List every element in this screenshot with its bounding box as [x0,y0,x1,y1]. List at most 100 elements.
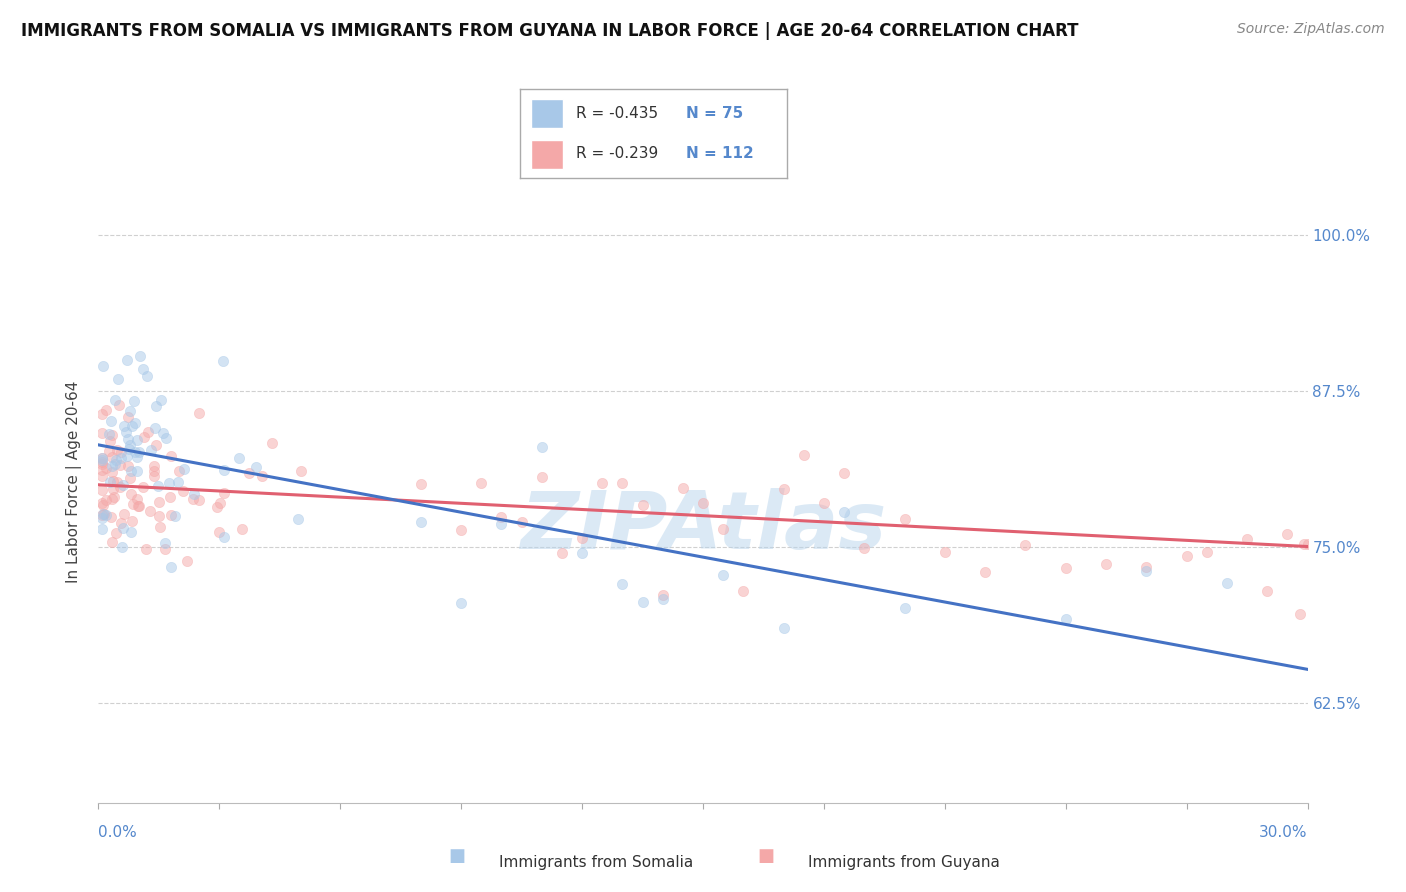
Text: Source: ZipAtlas.com: Source: ZipAtlas.com [1237,22,1385,37]
Point [893,601,915,615]
Point [111,521,134,535]
Point [450,523,472,537]
Point [91,522,114,536]
Point [124,444,146,458]
Point [135,541,157,556]
Point [934,545,956,559]
Point [121,496,143,510]
Point [1054,612,1077,626]
Point [132,429,155,443]
Point [153,541,176,556]
Point [651,592,673,607]
Point [152,426,174,441]
Point [409,476,432,491]
Point [612,577,634,591]
Point [115,450,138,464]
Point [127,500,149,514]
Point [173,462,195,476]
Point [97,427,120,442]
Point [120,487,142,501]
Point [1288,607,1310,622]
Point [214,486,236,500]
Point [122,393,145,408]
Point [262,436,284,450]
Point [96,402,118,417]
Point [1256,584,1278,599]
Point [149,392,172,407]
Point [100,414,122,428]
Point [115,352,138,367]
Point [893,512,915,526]
Point [110,458,132,473]
Point [238,467,260,481]
Text: Immigrants from Somalia: Immigrants from Somalia [499,855,693,870]
Text: N = 75: N = 75 [686,106,744,121]
Point [176,554,198,568]
Point [1216,576,1239,591]
Point [1054,561,1077,575]
Point [128,445,150,459]
Text: ■: ■ [758,847,775,865]
Point [250,469,273,483]
Point [93,507,115,521]
Point [1135,564,1157,578]
Point [105,475,128,489]
Point [112,508,135,522]
Point [208,524,231,539]
Point [118,438,141,452]
Point [124,416,146,430]
Text: ■: ■ [449,847,465,865]
Point [91,453,114,467]
Point [793,448,815,462]
Point [104,525,127,540]
Point [711,568,734,582]
Point [711,522,734,536]
Text: 30.0%: 30.0% [1260,825,1308,840]
Point [127,433,149,447]
Point [118,442,141,456]
Point [117,459,139,474]
Point [118,404,141,418]
Point [1175,549,1198,563]
Point [112,418,135,433]
Point [470,476,492,491]
Point [183,487,205,501]
Point [1277,526,1299,541]
Point [93,498,115,512]
Point [651,589,673,603]
Point [101,492,124,507]
Point [245,459,267,474]
Text: R = -0.435: R = -0.435 [576,106,658,121]
Point [214,530,236,544]
Point [120,524,142,539]
Point [94,508,117,522]
Point [228,450,250,465]
Point [111,478,134,492]
Point [91,457,114,471]
Text: IMMIGRANTS FROM SOMALIA VS IMMIGRANTS FROM GUYANA IN LABOR FORCE | AGE 20-64 COR: IMMIGRANTS FROM SOMALIA VS IMMIGRANTS FR… [21,22,1078,40]
Point [692,495,714,509]
Point [1296,536,1319,550]
Point [187,493,209,508]
Point [1195,545,1218,559]
Point [1095,557,1118,571]
Point [136,425,159,439]
Point [591,476,613,491]
Point [287,512,309,526]
Point [108,480,131,494]
Point [121,418,143,433]
Point [91,508,114,522]
Point [148,509,170,524]
Point [127,450,149,464]
Point [105,443,128,458]
Point [91,483,114,498]
Point [142,468,165,483]
Point [1014,538,1036,552]
Point [211,354,233,368]
Point [100,475,122,490]
Point [128,499,150,513]
Point [853,541,876,556]
Point [132,480,155,494]
Point [132,362,155,376]
Point [110,516,132,530]
